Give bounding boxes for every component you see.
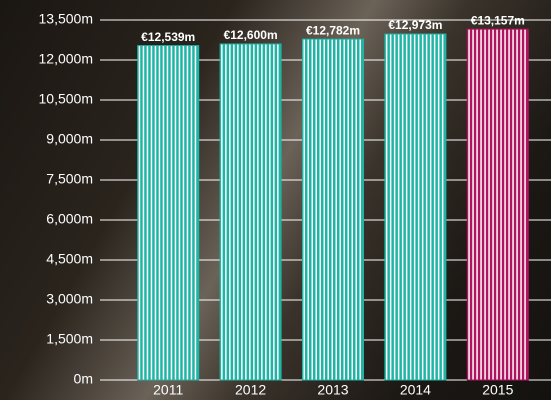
y-tick-label: 1,500m — [46, 331, 93, 347]
y-tick-label: 3,000m — [46, 291, 93, 307]
x-tick-label: 2014 — [400, 382, 431, 398]
value-label: €13,157m — [471, 13, 525, 27]
value-label: €12,600m — [224, 28, 278, 42]
y-tick-label: 0m — [74, 371, 93, 387]
bar — [466, 28, 529, 381]
x-tick-label: 2011 — [153, 382, 183, 398]
y-tick-label: 9,000m — [46, 131, 93, 147]
x-tick-label: 2013 — [317, 382, 348, 398]
bar — [384, 33, 447, 381]
bar — [219, 43, 282, 381]
value-label: €12,782m — [306, 23, 360, 37]
y-tick-label: 13,500m — [39, 11, 93, 27]
x-tick-label: 2015 — [482, 382, 513, 398]
y-tick-label: 12,000m — [39, 51, 93, 67]
y-tick-label: 10,500m — [39, 91, 93, 107]
x-tick-label: 2012 — [235, 382, 266, 398]
y-tick-label: 6,000m — [46, 211, 93, 227]
bar — [137, 45, 200, 381]
value-label: €12,973m — [388, 18, 442, 32]
value-label: €12,539m — [141, 30, 195, 44]
y-tick-label: 7,500m — [46, 171, 93, 187]
bar — [302, 38, 364, 381]
y-tick-label: 4,500m — [46, 251, 93, 267]
